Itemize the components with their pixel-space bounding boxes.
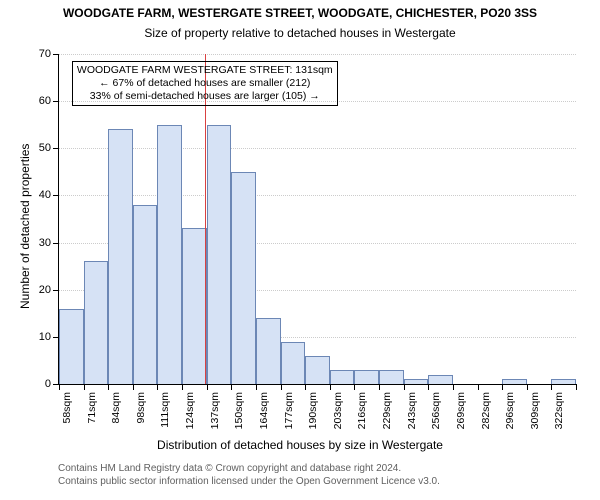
x-tick xyxy=(453,384,454,390)
y-tick-label: 40 xyxy=(39,189,59,201)
x-tick xyxy=(84,384,85,390)
histogram-bar xyxy=(157,125,182,384)
histogram-bar xyxy=(207,125,232,384)
x-tick xyxy=(404,384,405,390)
x-tick xyxy=(305,384,306,390)
x-tick xyxy=(354,384,355,390)
x-tick xyxy=(576,384,577,390)
annotation-line: 33% of semi-detached houses are larger (… xyxy=(77,90,333,103)
x-tick-label: 282sqm xyxy=(480,392,492,429)
x-tick xyxy=(281,384,282,390)
x-tick xyxy=(108,384,109,390)
y-gridline xyxy=(59,54,576,55)
histogram-bar xyxy=(256,318,281,384)
histogram-bar xyxy=(428,375,453,384)
x-tick-label: 137sqm xyxy=(209,392,221,429)
histogram-bar xyxy=(59,309,84,384)
x-tick xyxy=(428,384,429,390)
y-tick-label: 0 xyxy=(45,378,59,390)
x-tick xyxy=(502,384,503,390)
chart-container: WOODGATE FARM, WESTERGATE STREET, WOODGA… xyxy=(0,0,600,500)
x-tick-label: 256sqm xyxy=(430,392,442,429)
y-tick-label: 70 xyxy=(39,48,59,60)
x-tick xyxy=(551,384,552,390)
x-tick-label: 203sqm xyxy=(332,392,344,429)
y-tick-label: 30 xyxy=(39,237,59,249)
plot-area: 01020304050607058sqm71sqm84sqm98sqm111sq… xyxy=(58,54,576,385)
annotation-box: WOODGATE FARM WESTERGATE STREET: 131sqm←… xyxy=(72,61,338,106)
y-gridline xyxy=(59,148,576,149)
x-tick-label: 124sqm xyxy=(184,392,196,429)
x-tick-label: 71sqm xyxy=(86,392,98,424)
x-tick-label: 150sqm xyxy=(233,392,245,429)
annotation-line: WOODGATE FARM WESTERGATE STREET: 131sqm xyxy=(77,64,333,77)
footer-line-2: Contains public sector information licen… xyxy=(58,475,440,488)
y-tick-label: 60 xyxy=(39,95,59,107)
x-tick xyxy=(527,384,528,390)
x-tick xyxy=(182,384,183,390)
histogram-bar xyxy=(133,205,158,384)
x-tick xyxy=(256,384,257,390)
y-tick-label: 20 xyxy=(39,284,59,296)
page-title: WOODGATE FARM, WESTERGATE STREET, WOODGA… xyxy=(0,6,600,20)
histogram-bar xyxy=(551,379,576,384)
x-tick xyxy=(478,384,479,390)
x-tick-label: 98sqm xyxy=(135,392,147,424)
histogram-bar xyxy=(502,379,527,384)
histogram-bar xyxy=(305,356,330,384)
x-tick xyxy=(207,384,208,390)
footer-credits: Contains HM Land Registry data © Crown c… xyxy=(58,462,440,488)
x-tick xyxy=(330,384,331,390)
x-tick-label: 84sqm xyxy=(110,392,122,424)
histogram-bar xyxy=(182,228,207,384)
footer-line-1: Contains HM Land Registry data © Crown c… xyxy=(58,462,440,475)
histogram-bar xyxy=(354,370,379,384)
x-tick-label: 269sqm xyxy=(455,392,467,429)
x-tick xyxy=(379,384,380,390)
histogram-bar xyxy=(281,342,306,384)
x-tick-label: 58sqm xyxy=(61,392,73,424)
x-tick-label: 243sqm xyxy=(406,392,418,429)
x-tick xyxy=(133,384,134,390)
x-tick-label: 229sqm xyxy=(381,392,393,429)
y-axis-label: Number of detached properties xyxy=(18,144,32,309)
x-tick-label: 309sqm xyxy=(529,392,541,429)
x-tick-label: 164sqm xyxy=(258,392,270,429)
x-axis-label: Distribution of detached houses by size … xyxy=(0,438,600,452)
annotation-line: ← 67% of detached houses are smaller (21… xyxy=(77,77,333,90)
x-tick-label: 111sqm xyxy=(159,392,171,428)
y-tick-label: 50 xyxy=(39,142,59,154)
histogram-bar xyxy=(108,129,133,384)
x-tick xyxy=(59,384,60,390)
x-tick xyxy=(231,384,232,390)
x-tick xyxy=(157,384,158,390)
x-tick-label: 216sqm xyxy=(356,392,368,429)
y-tick-label: 10 xyxy=(39,331,59,343)
histogram-bar xyxy=(231,172,256,384)
histogram-bar xyxy=(404,379,429,384)
x-tick-label: 190sqm xyxy=(307,392,319,429)
x-tick-label: 322sqm xyxy=(553,392,565,429)
histogram-bar xyxy=(330,370,355,384)
histogram-bar xyxy=(84,261,109,384)
page-subtitle: Size of property relative to detached ho… xyxy=(0,26,600,40)
histogram-bar xyxy=(379,370,404,384)
y-gridline xyxy=(59,195,576,196)
x-tick-label: 296sqm xyxy=(504,392,516,429)
x-tick-label: 177sqm xyxy=(283,392,295,429)
